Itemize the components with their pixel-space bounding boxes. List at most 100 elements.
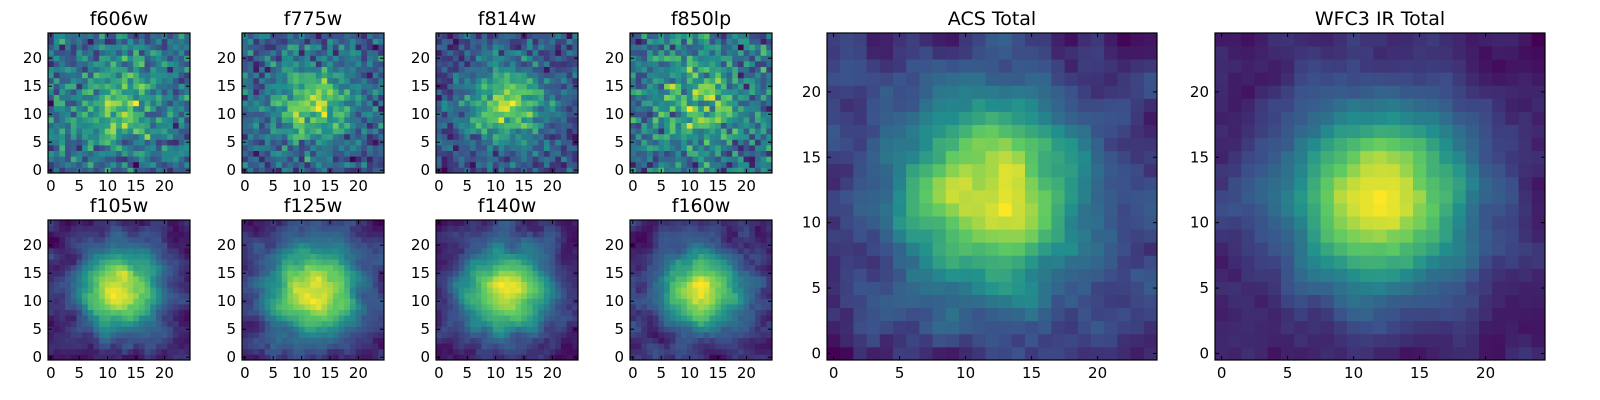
- heatmap-cell: [475, 128, 482, 135]
- heatmap-cell: [121, 259, 128, 266]
- heatmap-cell: [310, 139, 317, 146]
- heatmap-cell: [155, 89, 162, 95]
- heatmap-cell: [464, 320, 471, 327]
- heatmap-cell: [110, 145, 117, 151]
- heatmap-cell: [48, 292, 55, 299]
- heatmap-cell: [504, 304, 511, 310]
- heatmap-cell: [172, 354, 180, 361]
- heatmap-cell: [487, 320, 494, 327]
- heatmap-cell: [287, 105, 294, 112]
- heatmap-cell: [93, 161, 100, 168]
- heatmap-cell: [698, 66, 705, 73]
- heatmap-cell: [70, 72, 77, 79]
- heatmap-cell: [70, 253, 77, 260]
- heatmap-cell: [566, 253, 573, 260]
- heatmap-cell: [304, 309, 311, 316]
- heatmap-cell: [184, 287, 191, 294]
- heatmap-cell: [737, 348, 744, 355]
- heatmap-cell: [453, 111, 460, 118]
- heatmap-cell: [652, 161, 659, 168]
- heatmap-cell: [475, 292, 482, 299]
- heatmap-cell: [104, 72, 111, 79]
- heatmap-cell: [686, 348, 693, 355]
- heatmap-cell: [327, 242, 334, 249]
- heatmap-cell: [470, 343, 477, 350]
- heatmap-cell: [247, 326, 254, 333]
- heatmap-cell: [361, 326, 368, 333]
- heatmap-cell: [138, 100, 145, 107]
- heatmap-cell: [242, 105, 249, 112]
- heatmap-cell: [470, 83, 477, 90]
- heatmap-cell: [178, 276, 185, 282]
- heatmap-cell: [720, 150, 727, 157]
- heatmap-cell: [76, 72, 83, 79]
- heatmap-cell: [560, 348, 568, 355]
- heatmap-cell: [549, 128, 556, 135]
- heatmap-cell: [470, 270, 477, 277]
- heatmap-cell: [521, 264, 528, 271]
- heatmap-cell: [743, 133, 750, 140]
- heatmap-cell: [315, 248, 322, 254]
- heatmap-cell: [453, 117, 460, 123]
- heatmap-cell: [481, 145, 488, 151]
- heatmap-cell: [287, 55, 294, 62]
- heatmap-cell: [315, 83, 322, 90]
- heatmap-cell: [304, 89, 311, 95]
- heatmap-cell: [253, 150, 260, 157]
- heatmap-cell: [487, 231, 494, 238]
- heatmap-cell: [372, 89, 379, 95]
- heatmap-cell: [692, 298, 699, 305]
- heatmap-cell: [287, 348, 294, 355]
- heatmap-cell: [515, 61, 522, 67]
- heatmap-cell: [53, 348, 60, 355]
- heatmap-cell: [133, 128, 140, 135]
- heatmap-cell: [82, 348, 89, 355]
- heatmap-cell: [53, 145, 60, 151]
- heatmap-cell: [327, 38, 334, 45]
- heatmap-cell: [743, 309, 750, 316]
- heatmap-cell: [332, 38, 339, 45]
- heatmap-cell: [99, 270, 106, 277]
- heatmap-cell: [664, 298, 671, 305]
- heatmap-cell: [184, 161, 191, 168]
- heatmap-cell: [543, 55, 550, 62]
- heatmap-cell: [481, 320, 488, 327]
- heatmap-cell: [447, 225, 454, 232]
- heatmap-cell: [242, 49, 249, 56]
- heatmap-cell: [70, 354, 77, 361]
- heatmap-cell: [138, 343, 145, 350]
- heatmap-cell: [737, 145, 744, 151]
- heatmap-cell: [470, 139, 477, 146]
- heatmap-cell: [93, 150, 100, 157]
- heatmap-cell: [498, 150, 505, 157]
- heatmap-cell: [572, 264, 579, 271]
- heatmap-cell: [464, 304, 471, 310]
- heatmap-cell: [253, 236, 260, 243]
- heatmap-cell: [652, 38, 659, 45]
- x-tick-label: 20: [543, 364, 562, 382]
- heatmap-cell: [641, 77, 648, 84]
- heatmap-cell: [521, 287, 528, 294]
- heatmap-cell: [458, 94, 465, 101]
- heatmap-cell: [138, 320, 145, 327]
- heatmap-cell: [53, 276, 60, 282]
- heatmap-cell: [53, 111, 60, 118]
- heatmap-cell: [453, 315, 460, 322]
- heatmap-cell: [259, 259, 266, 266]
- heatmap-cell: [144, 161, 151, 168]
- heatmap-cell: [287, 77, 294, 84]
- heatmap-cell: [372, 61, 379, 67]
- heatmap-cell: [658, 38, 665, 45]
- heatmap-cell: [647, 281, 654, 288]
- heatmap-cell: [675, 298, 682, 305]
- heatmap-cell: [709, 61, 716, 67]
- heatmap-cell: [464, 139, 471, 146]
- heatmap-cell: [509, 66, 516, 73]
- heatmap-cell: [664, 145, 671, 151]
- heatmap-cell: [572, 156, 579, 163]
- heatmap-cell: [366, 66, 374, 73]
- heatmap-cell: [709, 145, 716, 151]
- heatmap-cell: [172, 89, 180, 95]
- heatmap-cell: [121, 156, 128, 163]
- heatmap-cell: [298, 270, 305, 277]
